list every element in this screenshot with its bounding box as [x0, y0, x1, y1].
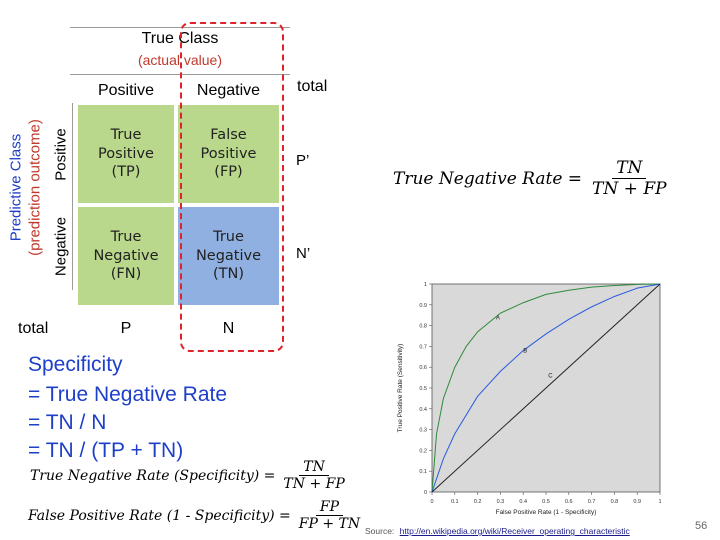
x-tick-label: 0.7	[588, 499, 596, 505]
x-tick-label: 1	[658, 499, 661, 505]
specificity-line2: = TN / N	[28, 411, 107, 434]
y-axis-label: True Positive Rate (Sensitivity)	[397, 344, 404, 433]
y-tick-label: 1	[424, 282, 427, 288]
roc-curve-a	[431, 283, 661, 493]
source-prefix: Source:	[365, 526, 395, 536]
roc-curve-b	[431, 283, 661, 493]
formula-fpr-num: FP	[315, 499, 344, 516]
true-class-title: True Class	[141, 30, 219, 47]
specificity-line1: = True Negative Rate	[28, 383, 228, 406]
formula-tnr-fraction: TN TN + FP	[279, 459, 348, 492]
cell-tn-line3: (TN)	[212, 266, 245, 283]
y-tick-label: 0.5	[419, 386, 427, 392]
formula-fpr-fraction: FP FP + TN	[295, 499, 364, 532]
cell-fn-line2: Negative	[93, 247, 159, 264]
col-header-negative: Negative	[196, 82, 261, 99]
col-sum-negative: N	[222, 320, 235, 337]
formula-tnr-specificity: True Negative Rate (Specificity) = TN TN…	[30, 459, 349, 492]
y-tick-label: 0.2	[419, 448, 427, 454]
cell-tn-line2: Negative	[195, 247, 262, 264]
formula-top-lhs: True Negative Rate =	[393, 168, 583, 189]
cell-fn-line1: True	[110, 228, 142, 245]
x-tick-label: 0.5	[542, 499, 550, 505]
y-tick-label: 0.3	[419, 428, 427, 434]
formula-tnr-top: True Negative Rate = TN TN + FP	[393, 158, 671, 199]
col-header-positive: Positive	[97, 82, 155, 99]
y-tick-label: 0.7	[419, 344, 427, 350]
cell-fp-line2: Positive	[200, 145, 257, 162]
x-tick-label: 0.8	[611, 499, 619, 505]
x-tick-label: 0.3	[497, 499, 505, 505]
curve-label-c: C	[548, 374, 553, 380]
page-number: 56	[695, 520, 708, 532]
cell-fp-line3: (FP)	[214, 164, 243, 181]
curve-label-b: B	[523, 349, 527, 355]
formula-fpr-den: FP + TN	[298, 516, 361, 532]
cell-tp-line2: Positive	[98, 145, 154, 162]
row-header-rule	[72, 103, 73, 290]
y-tick-label: 0.9	[419, 303, 427, 309]
formula-top-den: TN + FP	[592, 179, 667, 199]
pred-class-title: Predictive Class	[7, 133, 25, 242]
true-class-subtitle: (actual value)	[137, 52, 223, 68]
formula-tnr-den: TN + FP	[283, 476, 345, 492]
source-url[interactable]: http://en.wikipedia.org/wiki/Receiver_op…	[399, 526, 630, 536]
col-header-total: total	[297, 78, 328, 95]
negative-column-highlight	[180, 22, 284, 352]
y-tick-label: 0.6	[419, 365, 427, 371]
formula-tnr-lhs: True Negative Rate (Specificity) =	[30, 467, 276, 484]
x-tick-label: 0	[430, 499, 433, 505]
col-sum-positive: P	[120, 320, 132, 337]
formula-top-num: TN	[612, 158, 647, 179]
specificity-title: Specificity	[28, 353, 123, 376]
y-tick-label: 0	[424, 490, 427, 496]
row-header-total: total	[18, 320, 49, 337]
formula-fpr-lhs: False Positive Rate (1 - Specificity) =	[28, 507, 291, 524]
x-tick-label: 0.6	[565, 499, 573, 505]
x-axis-label: False Positive Rate (1 - Specificity)	[496, 509, 597, 516]
cell-false-negative: True Negative (FN)	[76, 205, 176, 307]
y-tick-label: 0.1	[419, 469, 427, 475]
pred-class-subtitle: (prediction outcome)	[26, 119, 44, 256]
cell-tn-line1: True	[213, 228, 244, 245]
x-tick-label: 0.4	[519, 499, 527, 505]
source-line: Source: http://en.wikipedia.org/wiki/Rec…	[365, 526, 630, 536]
row-header-negative: Negative	[52, 216, 70, 277]
cell-true-positive: True Positive (TP)	[76, 103, 176, 205]
roc-curve-c	[431, 283, 661, 493]
curve-label-a: A	[496, 315, 500, 321]
x-tick-label: 0.1	[451, 499, 459, 505]
cell-false-positive: False Positive (FP)	[176, 103, 281, 205]
cell-tp-line1: True	[110, 126, 142, 143]
row-sum-positive: P’	[296, 152, 310, 169]
y-tick-label: 0.8	[419, 324, 427, 330]
roc-chart: 0 0.1 0.2 0.3 0.4 0.5 0.6 0.7 0.8 0.9 1 0 0.1 0.2 0.3 0…	[397, 282, 662, 516]
x-tick-label: 0.9	[633, 499, 641, 505]
formula-top-fraction: TN TN + FP	[588, 158, 671, 199]
cell-tp-line3: (TP)	[111, 164, 141, 181]
x-tick-label: 0.2	[474, 499, 482, 505]
cell-fp-line1: False	[210, 126, 247, 143]
y-tick-label: 0.4	[419, 407, 427, 413]
row-sum-negative: N’	[296, 245, 311, 262]
cell-fn-line3: (FN)	[110, 266, 142, 283]
cell-true-negative: True Negative (TN)	[176, 205, 281, 307]
specificity-line3: = TN / (TP + TN)	[28, 439, 184, 462]
formula-tnr-num: TN	[299, 459, 329, 476]
formula-fpr: False Positive Rate (1 - Specificity) = …	[28, 499, 364, 532]
row-header-positive: Positive	[52, 128, 70, 181]
